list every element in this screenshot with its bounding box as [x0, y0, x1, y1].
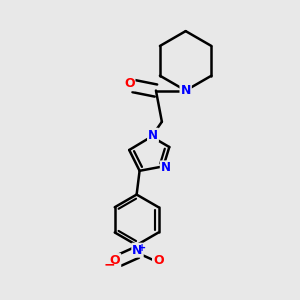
Text: N: N	[132, 244, 143, 257]
Text: O: O	[110, 254, 120, 267]
Text: N: N	[181, 84, 191, 97]
Text: +: +	[138, 243, 146, 254]
Text: N: N	[148, 129, 158, 142]
Text: O: O	[153, 254, 164, 267]
Text: N: N	[161, 161, 171, 174]
Text: O: O	[124, 77, 134, 90]
Text: −: −	[103, 258, 115, 272]
